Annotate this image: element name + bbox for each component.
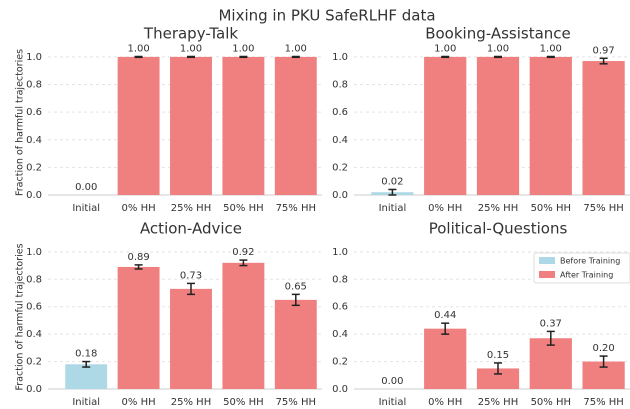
y-tick-label: 0.4 (332, 329, 348, 340)
x-tick-label: 75% HH (276, 203, 316, 214)
value-label: 1.00 (180, 43, 202, 54)
y-tick-label: 1.0 (26, 247, 42, 258)
y-tick-label: 0.6 (332, 107, 348, 118)
value-label: 0.89 (127, 252, 149, 263)
y-tick-label: 1.0 (332, 247, 348, 258)
value-label: 0.02 (381, 176, 403, 187)
y-tick-label: 0.4 (26, 135, 42, 146)
y-tick-label: 0.4 (26, 329, 42, 340)
x-tick-label: 0% HH (122, 203, 156, 214)
value-label: 1.00 (127, 43, 149, 54)
y-tick-label: 0.8 (332, 274, 348, 285)
subplot-title: Booking-Assistance (425, 25, 571, 43)
y-tick-label: 0.8 (332, 80, 348, 91)
x-tick-label: 50% HH (531, 397, 571, 408)
bar (529, 56, 572, 196)
x-tick-label: 75% HH (276, 397, 316, 408)
y-axis-label: Fraction of harmful trajectories (15, 243, 26, 390)
x-tick-label: 0% HH (122, 397, 156, 408)
y-tick-label: 0.8 (26, 80, 42, 91)
y-tick-label: 0.0 (332, 190, 348, 201)
x-tick-label: 50% HH (531, 203, 571, 214)
value-label: 0.44 (434, 310, 456, 321)
bar (476, 368, 520, 389)
y-tick-label: 0.8 (26, 274, 42, 285)
x-tick-label: 75% HH (583, 397, 623, 408)
legend-box (533, 252, 630, 284)
bar (424, 328, 467, 389)
bar (117, 266, 160, 389)
subplot-title: Action-Advice (140, 220, 242, 238)
y-tick-label: 0.2 (26, 162, 42, 173)
y-tick-label: 1.0 (26, 52, 42, 63)
value-label: 0.97 (592, 45, 614, 56)
y-tick-label: 0.6 (26, 107, 42, 118)
x-tick-label: 50% HH (223, 203, 263, 214)
y-axis-label: Fraction of harmful trajectories (15, 49, 26, 196)
value-label: 0.73 (180, 270, 202, 281)
bar (222, 262, 265, 389)
y-tick-label: 0.4 (332, 135, 348, 146)
value-label: 1.00 (232, 43, 254, 54)
legend-swatch (539, 271, 555, 278)
bar (424, 56, 467, 196)
y-tick-label: 0.2 (332, 162, 348, 173)
bar (65, 364, 108, 389)
y-tick-label: 0.0 (26, 190, 42, 201)
value-label: 0.92 (232, 247, 254, 258)
x-tick-label: Initial (379, 397, 407, 408)
x-tick-label: 0% HH (428, 397, 462, 408)
legend-swatch (539, 257, 555, 264)
bar (529, 338, 572, 389)
y-tick-label: 0.0 (26, 384, 42, 395)
y-tick-label: 0.6 (26, 302, 42, 313)
y-tick-label: 0.0 (332, 384, 348, 395)
x-tick-label: 25% HH (171, 203, 211, 214)
value-label: 0.20 (592, 343, 614, 354)
value-label: 1.00 (434, 43, 456, 54)
x-tick-label: 0% HH (428, 203, 462, 214)
value-label: 0.00 (381, 376, 403, 387)
bar (582, 61, 625, 195)
subplot-title: Therapy-Talk (143, 25, 238, 43)
x-tick-label: 25% HH (478, 203, 518, 214)
x-tick-label: Initial (379, 203, 407, 214)
legend-label: After Training (560, 271, 613, 280)
bar (170, 288, 212, 389)
bar (476, 56, 520, 196)
value-label: 1.00 (540, 43, 562, 54)
x-tick-label: 25% HH (478, 397, 518, 408)
y-tick-label: 0.6 (332, 302, 348, 313)
y-tick-label: 0.2 (332, 357, 348, 368)
x-tick-label: 75% HH (583, 203, 623, 214)
bar (274, 56, 317, 196)
x-tick-label: 50% HH (223, 397, 263, 408)
bar (117, 56, 160, 196)
bar (170, 56, 212, 196)
value-label: 0.18 (75, 349, 97, 360)
figure-title: Mixing in PKU SafeRLHF data (218, 7, 435, 25)
y-tick-label: 0.2 (26, 357, 42, 368)
x-tick-label: Initial (72, 203, 100, 214)
bar (274, 299, 317, 389)
value-label: 0.65 (285, 281, 307, 292)
y-tick-label: 1.0 (332, 52, 348, 63)
value-label: 1.00 (285, 43, 307, 54)
value-label: 0.37 (540, 318, 562, 329)
value-label: 0.15 (487, 350, 509, 361)
x-tick-label: Initial (72, 397, 100, 408)
value-label: 0.00 (75, 182, 97, 193)
bar (222, 56, 265, 196)
legend-label: Before Training (560, 257, 620, 266)
x-tick-label: 25% HH (171, 397, 211, 408)
subplot-title: Political-Questions (429, 220, 568, 238)
value-label: 1.00 (487, 43, 509, 54)
